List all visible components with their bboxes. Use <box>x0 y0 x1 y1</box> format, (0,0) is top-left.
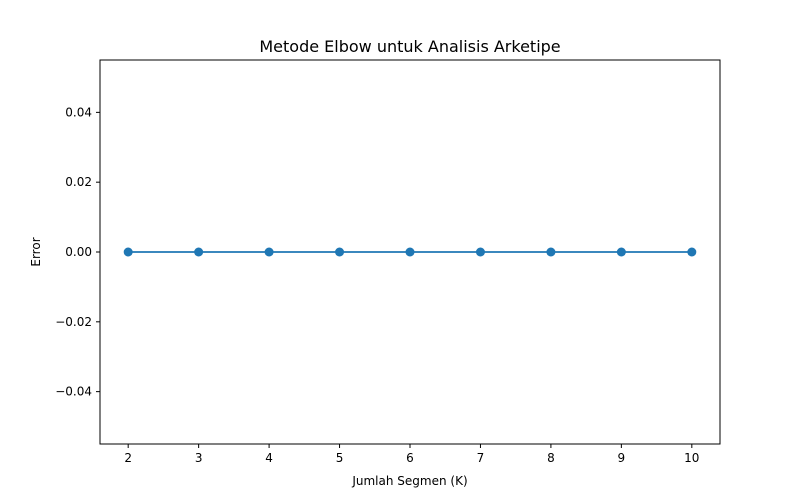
data-point <box>546 247 556 257</box>
x-axis-label: Jumlah Segmen (K) <box>351 474 467 488</box>
x-tick-label: 6 <box>406 451 414 465</box>
x-tick-label: 9 <box>618 451 626 465</box>
data-point <box>405 247 415 257</box>
x-tick-label: 3 <box>195 451 203 465</box>
data-point <box>123 247 133 257</box>
data-point <box>264 247 274 257</box>
y-tick-label: 0.04 <box>65 105 92 119</box>
chart-title: Metode Elbow untuk Analisis Arketipe <box>259 37 560 56</box>
axes-frame <box>99 59 721 445</box>
data-point <box>687 247 697 257</box>
data-point <box>616 247 626 257</box>
data-point <box>475 247 485 257</box>
plot-area: 2 3 4 5 6 7 8 9 10 −0.04 −0.02 0.00 0.02 0.04 <box>55 105 699 465</box>
y-tick-label: 0.02 <box>65 175 92 189</box>
x-tick-label: 8 <box>547 451 555 465</box>
data-point <box>335 247 345 257</box>
y-axis-label: Error <box>29 237 43 266</box>
x-tick-label: 7 <box>477 451 485 465</box>
x-tick-label: 10 <box>684 451 699 465</box>
y-tick-label: −0.02 <box>55 315 92 329</box>
x-tick-label: 5 <box>336 451 344 465</box>
x-tick-label: 2 <box>124 451 132 465</box>
data-point <box>194 247 204 257</box>
y-tick-label: 0.00 <box>65 245 92 259</box>
y-tick-label: −0.04 <box>55 385 92 399</box>
x-tick-label: 4 <box>265 451 273 465</box>
